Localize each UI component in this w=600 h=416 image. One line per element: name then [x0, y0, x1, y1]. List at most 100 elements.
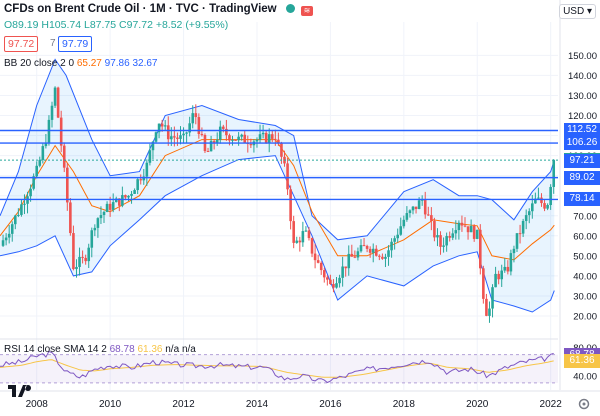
- candle-body: [460, 222, 464, 226]
- candle-body: [319, 262, 323, 271]
- price-tick-label: 60.00: [573, 231, 597, 242]
- candle-body: [448, 236, 452, 238]
- time-tick-label: 2016: [319, 399, 342, 410]
- candle-body: [301, 231, 305, 243]
- candle-body: [488, 308, 491, 316]
- candle-body: [240, 134, 243, 137]
- candle-body: [445, 236, 448, 246]
- candle-body: [20, 204, 23, 215]
- candle-body: [90, 230, 94, 248]
- candle-body: [255, 139, 259, 142]
- candle-body: [99, 215, 103, 219]
- candle-body: [332, 283, 335, 288]
- candle-body: [362, 245, 366, 247]
- candle-body: [261, 132, 265, 135]
- candle-body: [313, 253, 317, 261]
- price-tick-label: 40.00: [573, 271, 597, 282]
- candle-body: [463, 225, 467, 227]
- candle-body: [258, 134, 262, 140]
- candle-body: [399, 226, 403, 235]
- candle-body: [482, 268, 485, 299]
- price-tick-label: 140.00: [568, 71, 597, 82]
- candle-body: [518, 233, 522, 235]
- candle-body: [231, 139, 234, 141]
- candle-body: [405, 213, 409, 220]
- candle-body: [59, 117, 63, 146]
- candle-body: [267, 134, 271, 143]
- candle-body: [475, 229, 479, 239]
- price-tag: 97.21: [564, 154, 600, 169]
- price-tag: 78.14: [564, 192, 600, 207]
- candle-body: [157, 123, 161, 133]
- candle-body: [163, 125, 167, 127]
- time-tick-label: 2008: [26, 399, 49, 410]
- candle-body: [185, 132, 188, 134]
- candle-body: [197, 117, 201, 135]
- candle-body: [160, 123, 164, 127]
- gear-ring: [578, 398, 590, 410]
- candle-body: [243, 134, 247, 143]
- market-status-icon: [285, 4, 295, 13]
- rsi-tick-label: 40.00: [573, 371, 597, 382]
- candle-body: [176, 137, 179, 139]
- rsi-na-1: n/a: [165, 344, 180, 355]
- candle-body: [295, 240, 299, 243]
- candle-body: [420, 199, 424, 201]
- candle-body: [521, 220, 525, 234]
- alert-icon[interactable]: ≋: [301, 6, 314, 16]
- candle-body: [552, 160, 556, 187]
- candle-body: [105, 203, 109, 212]
- candle-body: [378, 255, 381, 257]
- rsi-na-2: n/a: [181, 344, 196, 355]
- high-value: H105.74: [41, 19, 82, 31]
- candle-body: [93, 227, 97, 231]
- bb-legend[interactable]: BB 20 close 2 0 65.27 97.86 32.67: [4, 58, 157, 69]
- candle-body: [191, 113, 195, 124]
- settings-gear-icon[interactable]: [578, 398, 590, 410]
- time-tick-label: 2022: [540, 399, 563, 410]
- candle-body: [179, 135, 182, 139]
- candle-body: [527, 211, 531, 216]
- bollinger-band-fill: [0, 59, 555, 313]
- candle-body: [387, 250, 390, 257]
- candle-body: [509, 253, 513, 272]
- candle-body: [365, 245, 369, 249]
- candle-body: [111, 202, 115, 210]
- bb-basis-line: [0, 139, 555, 261]
- price-tick-label: 30.00: [573, 291, 597, 302]
- candle-body: [264, 132, 268, 143]
- candle-body: [29, 188, 32, 197]
- bb-lower-value: 32.67: [132, 58, 158, 69]
- candle-body: [127, 195, 130, 198]
- candle-body: [274, 138, 277, 140]
- candle-body: [228, 135, 231, 141]
- candle-body: [426, 214, 430, 216]
- candle-body: [234, 139, 237, 141]
- candle-body: [200, 134, 204, 136]
- candle-body: [56, 87, 60, 118]
- candle-body: [277, 139, 280, 144]
- candle-body: [209, 141, 213, 152]
- candle-body: [390, 241, 393, 251]
- candle-body: [439, 235, 442, 247]
- candle-body: [13, 215, 17, 225]
- rsi-sma-value: 61.36: [137, 344, 163, 355]
- price-tick-label: 20.00: [573, 312, 597, 323]
- candle-body: [472, 226, 476, 239]
- candle-body: [130, 193, 133, 196]
- sell-price-box[interactable]: 97.72: [4, 36, 39, 52]
- candle-body: [494, 273, 497, 288]
- candle-body: [515, 233, 519, 249]
- candle-body: [47, 119, 51, 144]
- buy-price-box[interactable]: 97.79: [58, 36, 93, 52]
- candle-body: [114, 198, 118, 203]
- currency-label: USD: [563, 6, 585, 17]
- time-tick-label: 2010: [99, 399, 122, 410]
- candle-body: [249, 144, 253, 146]
- candle-body: [145, 162, 149, 177]
- candle-body: [7, 233, 11, 238]
- currency-selector[interactable]: USD ▾: [559, 4, 596, 19]
- rsi-legend[interactable]: RSI 14 close SMA 14 2 68.78 61.36 n/a n/…: [4, 344, 196, 355]
- close-value: C97.72: [119, 19, 153, 31]
